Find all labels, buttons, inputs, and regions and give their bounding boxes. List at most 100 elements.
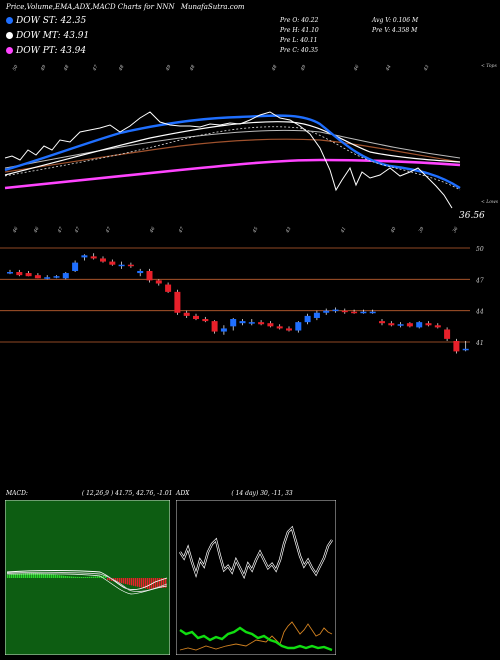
low-marker: 41 xyxy=(339,226,348,235)
top-marker: 48 xyxy=(117,64,126,73)
macd-histogram-bar xyxy=(139,578,141,588)
macd-histogram-bar xyxy=(99,576,101,578)
low-marker: 47 xyxy=(56,226,65,235)
macd-title: MACD: ( 12,26,9 ) 41.75, 42.76, -1.01 xyxy=(6,490,173,497)
candle-down xyxy=(90,256,97,259)
adx-label: ADX xyxy=(176,490,190,497)
macd-histogram-bar xyxy=(53,574,55,578)
macd-histogram-bar xyxy=(57,574,59,578)
candle-down xyxy=(16,272,23,276)
macd-histogram-bar xyxy=(41,573,43,578)
candle-up xyxy=(118,264,125,267)
last-low-value: 36.56 xyxy=(459,211,485,221)
macd-histogram-bar xyxy=(13,574,15,578)
prev-high: Pre H: 41.10 xyxy=(280,27,319,34)
macd-histogram-bar xyxy=(155,578,157,589)
top-marker: 49 xyxy=(39,64,48,73)
candle-down xyxy=(453,340,460,352)
candle-up xyxy=(137,270,144,274)
adx-title: ADX ( 14 day) 30, -11, 33 xyxy=(176,490,293,497)
macd-histogram-bar xyxy=(147,578,149,589)
macd-histogram-bar xyxy=(95,576,97,578)
macd-histogram-bar xyxy=(143,578,145,589)
tops-markers: 50 49 48 47 48 49 48 48 49 46 44 43 xyxy=(12,64,431,73)
macd-histogram-bar xyxy=(25,573,27,578)
candle-down xyxy=(109,261,116,265)
candle-up xyxy=(62,273,69,279)
macd-histogram-bar xyxy=(103,575,105,578)
top-marker: 43 xyxy=(422,64,431,73)
macd-histogram-bar xyxy=(51,574,53,578)
macd-histogram-bar xyxy=(69,576,71,578)
macd-histogram-bar xyxy=(107,578,109,580)
macd-histogram-bar xyxy=(111,578,113,581)
prev-close: Pre C: 40.35 xyxy=(280,47,319,54)
candle-down xyxy=(351,311,358,314)
top-marker: 46 xyxy=(352,64,361,73)
legend-dow-st: DOW ST: 42.35 xyxy=(6,16,86,26)
low-marker: 47 xyxy=(104,226,113,235)
candle-down xyxy=(174,291,181,313)
legend-dow-pt: DOW PT: 43.94 xyxy=(6,46,86,56)
macd-histogram-bar xyxy=(11,574,13,578)
macd-histogram-bar xyxy=(145,578,147,589)
prev-open: Pre O: 40.22 xyxy=(280,17,319,24)
legend-dow-pt-label: DOW PT: 43.94 xyxy=(16,46,87,56)
legend-swatch-white xyxy=(6,32,13,39)
ema-mid-line xyxy=(4,121,461,176)
candle-down xyxy=(434,325,441,328)
macd-histogram-bar xyxy=(105,575,107,578)
adx-panel xyxy=(176,500,336,655)
macd-histogram-bar xyxy=(157,578,159,589)
candle-down xyxy=(146,270,153,281)
low-marker: 46 xyxy=(32,226,41,235)
lows-label: < Lows xyxy=(481,199,499,205)
macd-histogram-bar xyxy=(65,575,67,578)
candle-up xyxy=(239,321,246,324)
macd-histogram-bar xyxy=(61,575,63,578)
candle-down xyxy=(276,326,283,329)
prev-low: Pre L: 40.11 xyxy=(280,37,318,44)
macd-histogram-bar xyxy=(129,578,131,585)
low-marker: 46 xyxy=(11,226,20,235)
macd-histogram-bar xyxy=(149,578,151,589)
candle-up xyxy=(230,319,237,327)
price-chart: 50 49 48 47 48 49 48 48 49 46 44 43 < To… xyxy=(0,63,499,354)
macd-histogram-bar xyxy=(119,578,121,583)
macd-histogram-bar xyxy=(125,578,127,585)
candle-up xyxy=(332,309,339,312)
macd-histogram-bar xyxy=(29,573,31,578)
candle-down xyxy=(155,280,162,284)
top-marker: 48 xyxy=(188,64,197,73)
site-name: MunafaSutra.com xyxy=(180,3,245,11)
macd-histogram-bar xyxy=(49,574,51,578)
candle-down xyxy=(165,284,172,292)
candle-down xyxy=(406,323,413,327)
macd-histogram-bar xyxy=(31,573,33,578)
macd-histogram-bar xyxy=(71,576,73,578)
ema-grey-line xyxy=(4,129,461,169)
low-marker: 47 xyxy=(177,226,186,235)
macd-histogram-bar xyxy=(131,578,133,586)
macd-histogram-bar xyxy=(23,573,25,578)
candle-down xyxy=(388,323,395,326)
ema-brown-line xyxy=(4,138,461,173)
candle-up xyxy=(248,322,255,324)
macd-histogram-bar xyxy=(37,573,39,578)
macd-histogram-bar xyxy=(7,575,9,578)
candle-up xyxy=(295,322,302,331)
macd-panel xyxy=(5,500,170,655)
legend-dow-mt: DOW MT: 43.91 xyxy=(6,31,89,41)
candle-up xyxy=(53,276,60,278)
macd-histogram-bar xyxy=(27,573,29,578)
adx-di-minus-line xyxy=(179,621,333,651)
adx-values: ( 14 day) 30, -11, 33 xyxy=(231,490,293,497)
macd-histogram-bar xyxy=(47,573,49,578)
ema-short-line xyxy=(4,114,461,190)
macd-histogram-bar xyxy=(137,578,139,587)
low-marker: 39 xyxy=(418,226,426,234)
lows-markers: 46 46 47 47 47 46 47 45 43 41 40 39 36 xyxy=(11,226,460,235)
candle-up xyxy=(360,311,367,314)
macd-histogram-bar xyxy=(43,573,45,578)
macd-histogram-bar xyxy=(85,576,87,578)
